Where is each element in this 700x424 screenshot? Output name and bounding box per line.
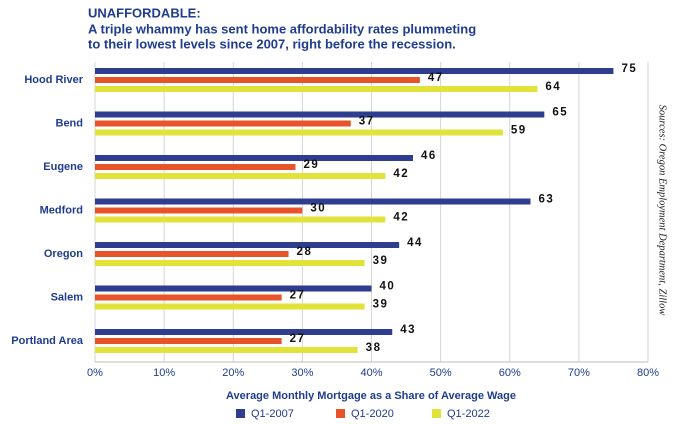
bar bbox=[95, 86, 538, 92]
value-label: 40 bbox=[380, 281, 396, 293]
x-tick-label: 50% bbox=[430, 367, 452, 379]
bar bbox=[95, 173, 386, 179]
value-label: 59 bbox=[511, 125, 527, 137]
legend-label: Q1-2020 bbox=[351, 408, 394, 420]
legend-swatch bbox=[236, 409, 245, 418]
category-label: Salem bbox=[51, 291, 84, 303]
bar bbox=[95, 216, 386, 223]
value-label: 30 bbox=[310, 203, 326, 215]
chart-subtitle: A triple whammy has sent home affordabil… bbox=[88, 21, 476, 36]
bar bbox=[95, 294, 282, 301]
x-tick-label: 10% bbox=[153, 367, 175, 379]
bar bbox=[95, 155, 413, 161]
bar bbox=[95, 129, 503, 136]
value-label: 42 bbox=[393, 212, 409, 224]
value-label: 38 bbox=[366, 342, 382, 354]
bar bbox=[95, 68, 614, 74]
value-label: 75 bbox=[621, 63, 637, 75]
x-tick-label: 70% bbox=[568, 367, 590, 379]
legend-swatch bbox=[336, 409, 345, 418]
bar bbox=[95, 303, 365, 310]
bar bbox=[95, 338, 282, 344]
x-tick-label: 80% bbox=[637, 367, 659, 379]
category-label: Bend bbox=[56, 117, 84, 129]
category-label: Eugene bbox=[43, 161, 83, 173]
legend-label: Q1-2022 bbox=[447, 408, 490, 420]
bar bbox=[95, 77, 420, 83]
bar bbox=[95, 120, 351, 127]
category-label: Portland Area bbox=[11, 335, 84, 347]
value-label: 42 bbox=[393, 168, 409, 180]
legend-label: Q1-2007 bbox=[251, 408, 294, 420]
x-tick-label: 20% bbox=[222, 367, 244, 379]
bar bbox=[95, 111, 545, 118]
x-axis-title: Average Monthly Mortgage as a Share of A… bbox=[226, 390, 516, 402]
chart-title: UNAFFORDABLE: bbox=[88, 5, 201, 20]
x-tick-label: 30% bbox=[291, 367, 313, 379]
bar bbox=[95, 207, 303, 214]
value-label: 27 bbox=[290, 333, 306, 345]
source-note: Sources: Oregon Employment Department, Z… bbox=[657, 105, 668, 316]
value-label: 39 bbox=[373, 299, 389, 311]
value-label: 43 bbox=[400, 324, 416, 336]
chart-subtitle: to their lowest levels since 2007, right… bbox=[88, 36, 456, 51]
value-label: 63 bbox=[538, 194, 554, 206]
value-label: 37 bbox=[359, 116, 375, 128]
value-label: 28 bbox=[297, 246, 313, 258]
value-label: 46 bbox=[421, 150, 437, 162]
value-label: 29 bbox=[303, 159, 319, 171]
value-label: 47 bbox=[428, 72, 444, 84]
bar bbox=[95, 251, 289, 257]
value-label: 65 bbox=[552, 107, 568, 119]
bar bbox=[95, 260, 365, 266]
x-tick-label: 0% bbox=[87, 367, 103, 379]
x-tick-label: 60% bbox=[499, 367, 521, 379]
category-label: Hood River bbox=[24, 74, 83, 86]
bar bbox=[95, 242, 400, 248]
value-label: 44 bbox=[407, 237, 423, 249]
bar bbox=[95, 285, 372, 292]
bar bbox=[95, 329, 393, 335]
bar bbox=[95, 347, 358, 353]
bar bbox=[95, 198, 531, 205]
category-label: Medford bbox=[40, 204, 83, 216]
category-label: Oregon bbox=[44, 248, 83, 260]
value-label: 39 bbox=[373, 255, 389, 267]
legend-swatch bbox=[432, 409, 441, 418]
x-tick-label: 40% bbox=[360, 367, 382, 379]
bar bbox=[95, 164, 296, 170]
value-label: 64 bbox=[545, 81, 561, 93]
value-label: 27 bbox=[290, 290, 306, 302]
